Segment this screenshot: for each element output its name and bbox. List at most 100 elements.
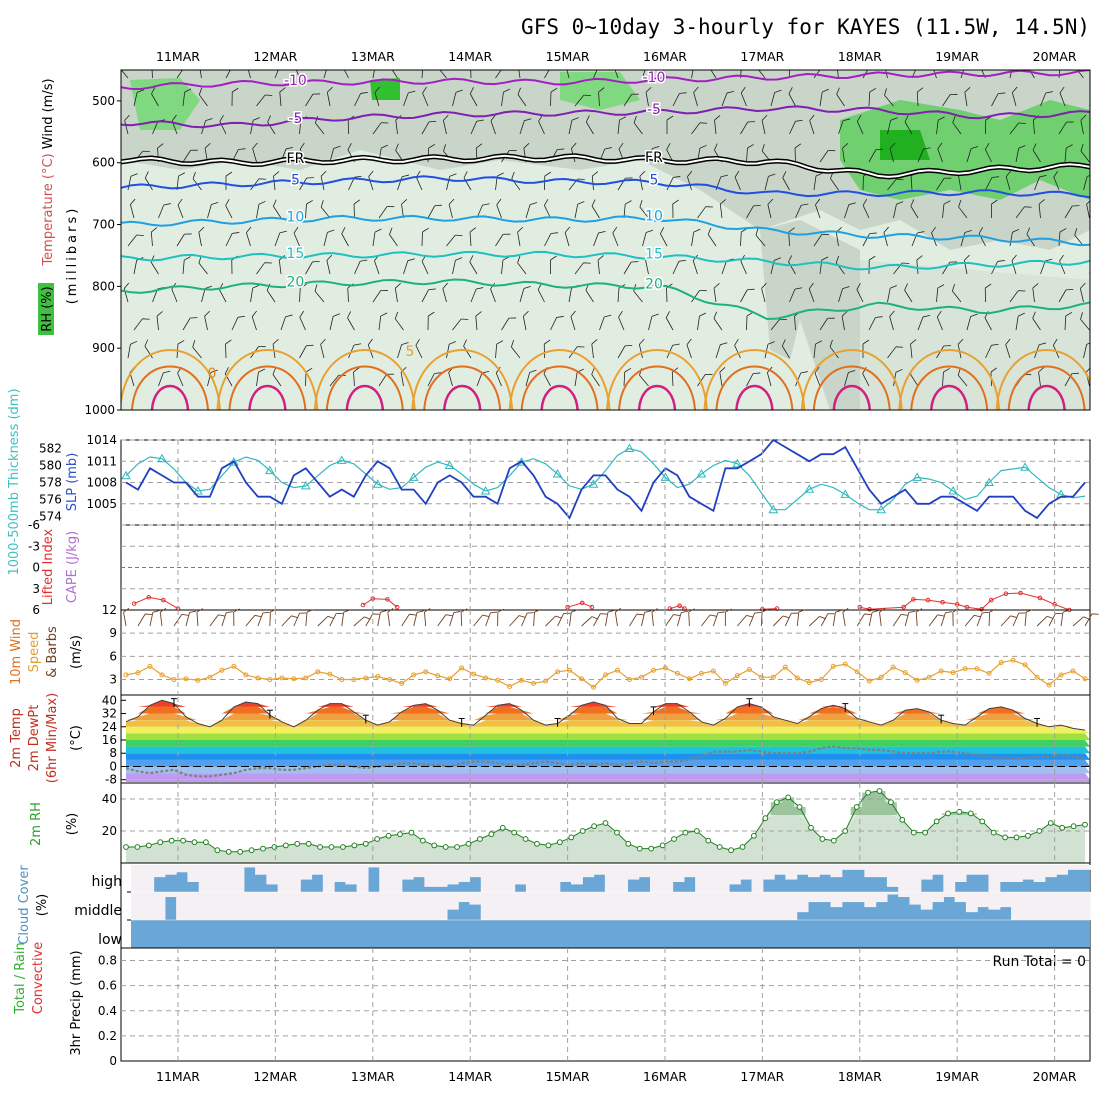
cloud-clear-cell <box>695 892 707 920</box>
cloud-clear-cell <box>255 865 267 875</box>
cloud-clear-cell <box>446 892 459 910</box>
wind-barb <box>192 340 202 359</box>
wind-barb-flag <box>529 202 538 205</box>
thickness-marker <box>372 479 383 488</box>
wind-barb-staff <box>746 148 748 163</box>
wind-barb-flag <box>1059 86 1065 94</box>
rh-marker <box>282 842 289 849</box>
wind-barb-flag <box>205 118 213 121</box>
wind-barb-flag <box>381 122 389 124</box>
wind-barb-flag <box>598 230 606 234</box>
cloud-clear-cell <box>345 892 358 920</box>
wind-barb <box>256 200 266 219</box>
wind-barb-flag <box>713 283 720 289</box>
wind-barb <box>421 70 424 79</box>
wind-barb-flag <box>367 338 373 346</box>
wind-barb-flag <box>665 311 670 318</box>
wind-barb <box>182 256 191 275</box>
wind-barb-staff <box>612 70 619 79</box>
contour-35 <box>1027 384 1066 410</box>
wind-barb <box>387 607 394 627</box>
wind-barb <box>329 613 343 627</box>
cloud-clear-cell <box>187 892 200 920</box>
wind-barb <box>354 92 368 107</box>
wind-barb-staff <box>403 92 409 107</box>
wind-barb-staff <box>856 121 864 135</box>
wind-barb-staff <box>315 122 325 135</box>
wind-barb <box>427 311 435 331</box>
wind-barb <box>377 610 387 627</box>
wind-barb-staff <box>544 205 551 219</box>
cloud-clear-cell <box>1067 892 1080 920</box>
wind-barb-flag <box>705 373 713 375</box>
wind-barb-flag <box>469 255 474 263</box>
wind-barb-flag <box>374 228 382 233</box>
wind-speed-marker <box>962 666 968 672</box>
wind-barb <box>964 86 971 107</box>
wind-barb-flag <box>585 115 590 123</box>
wind-barb <box>204 310 210 331</box>
wind-barb-staff <box>326 260 331 275</box>
wind-barb-flag <box>747 144 754 149</box>
wind-barb-staff <box>329 374 340 387</box>
precip-tick-label: 0.4 <box>98 1004 117 1018</box>
wind-barb-flag <box>1083 616 1090 620</box>
wind-barb-flag <box>673 176 681 178</box>
wind-tick-label: 9 <box>109 626 117 640</box>
wind-barb-flag <box>890 117 898 121</box>
wind-barb-staff <box>267 121 276 135</box>
rh-marker <box>317 844 323 850</box>
wind-barb <box>887 117 898 135</box>
wind-barb <box>1005 338 1011 359</box>
wind-barb <box>641 610 652 627</box>
wind-barb-staff <box>266 290 276 303</box>
wind-barb <box>1084 613 1099 627</box>
wind-barb-flag <box>666 143 671 150</box>
thickness-marker <box>552 468 563 478</box>
wind-barb-flag <box>389 227 393 235</box>
cloud-clear-cell <box>977 892 990 908</box>
wind-barb <box>904 610 916 627</box>
wind-barb <box>544 70 552 79</box>
wind-barb-staff <box>569 612 572 627</box>
wind-barb-staff <box>819 318 828 331</box>
wind-speed-marker <box>603 672 608 678</box>
wind-barb-flag <box>266 283 271 291</box>
wind-barb <box>403 90 416 107</box>
wind-barb <box>305 200 313 219</box>
wind-barb-flag <box>475 311 482 317</box>
wind-barb-staff <box>1059 92 1066 107</box>
ylabel-cloud: Cloud Cover <box>17 865 32 945</box>
cloud-clear-cell <box>492 892 504 920</box>
date-label-top: 18MAR <box>838 49 882 64</box>
wind-barb-staff <box>519 288 525 303</box>
wind-barb-flag <box>123 607 130 613</box>
wind-barb-staff <box>691 232 695 247</box>
wind-barb-staff <box>737 615 747 627</box>
li-tick-label: -6 <box>28 518 40 532</box>
wind-barb <box>665 614 681 627</box>
wind-barb-staff <box>784 613 792 627</box>
wind-barb-flag <box>875 316 883 318</box>
wind-barb-staff <box>942 204 945 219</box>
wind-barb <box>1089 92 1090 107</box>
cloud-clear-cell <box>638 892 651 920</box>
wind-barb-staff <box>593 70 600 79</box>
wind-barb-flag <box>1086 341 1090 345</box>
wind-barb <box>550 87 558 107</box>
lifted-index-marker <box>911 597 916 602</box>
pressure-tick-label: 900 <box>92 341 115 355</box>
wind-barb <box>666 115 674 134</box>
wind-barb-staff <box>517 70 521 79</box>
wind-barb <box>442 282 448 303</box>
wind-barb-flag <box>137 89 145 93</box>
wind-barb-staff <box>387 612 391 627</box>
cloud-clear-cell <box>841 865 854 870</box>
cloud-clear-cell <box>176 865 189 873</box>
wind-barb <box>1024 609 1033 627</box>
wind-barb-flag <box>394 311 399 319</box>
cloud-clear-cell <box>1044 865 1057 878</box>
wind-barb-flag <box>428 121 437 123</box>
cloud-clear-cell <box>830 865 843 878</box>
